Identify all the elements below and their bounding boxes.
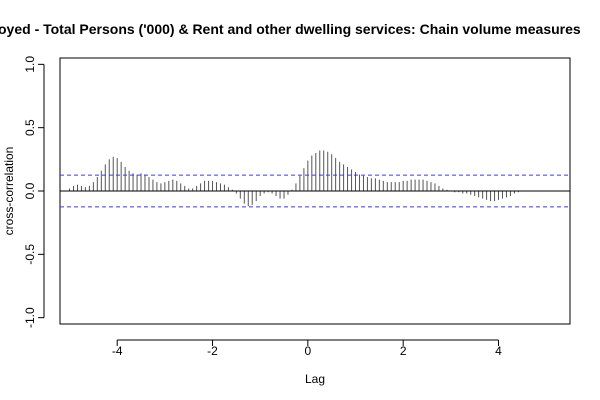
- bars-layer: [69, 150, 519, 207]
- x-tick-label: 0: [305, 344, 312, 358]
- y-tick-label: -0.5: [23, 244, 37, 265]
- x-axis-label: Lag: [305, 372, 325, 386]
- x-axis: -4 -2 0 2 4: [112, 339, 502, 358]
- x-tick-label: 2: [400, 344, 407, 358]
- x-tick-label: -4: [112, 344, 123, 358]
- y-tick-label: 0.0: [23, 182, 37, 199]
- y-tick-label: 1.0: [23, 56, 37, 73]
- y-tick-label: 0.5: [23, 119, 37, 136]
- chart-title: oyed - Total Persons ('000) & Rent and o…: [0, 21, 581, 37]
- y-axis-label: cross-correlation: [2, 147, 16, 236]
- x-tick-label: 4: [495, 344, 502, 358]
- y-tick-label: -1.0: [23, 307, 37, 328]
- y-axis: -1.0 -0.5 0.0 0.5 1.0: [23, 56, 45, 328]
- x-tick-label: -2: [207, 344, 218, 358]
